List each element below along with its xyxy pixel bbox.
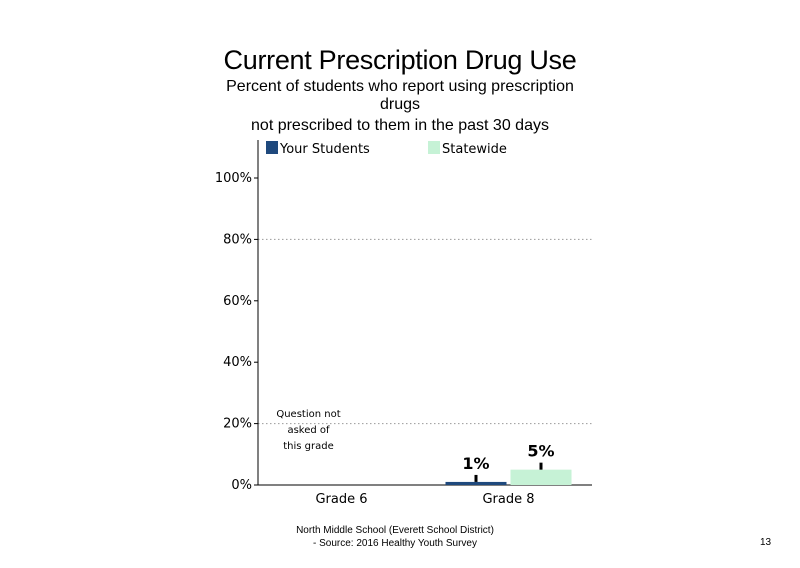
data-label-statewide-grade-8: 5%	[527, 442, 554, 461]
y-tick-label-40: 40%	[223, 355, 252, 370]
y-tick-label-80: 80%	[223, 232, 252, 247]
legend-swatch-your-students	[266, 141, 278, 154]
legend-label-statewide: Statewide	[442, 142, 507, 157]
error-bar-your-students-grade-8	[474, 474, 478, 482]
error-bar-statewide-grade-8	[539, 462, 543, 470]
y-tick-label-100: 100%	[215, 171, 252, 186]
annotation-line-1: Question not	[276, 409, 340, 420]
y-tick-label-0: 0%	[231, 478, 252, 493]
bar-your-students-grade-8	[445, 481, 507, 485]
annotation-line-2: asked of	[287, 425, 330, 436]
x-tick-label-grade-6: Grade 6	[315, 492, 367, 507]
page-number: 13	[760, 537, 772, 548]
legend-swatch-statewide	[428, 141, 440, 154]
chart-subtitle-line-1: Percent of students who report using pre…	[226, 78, 574, 95]
y-tick-label-60: 60%	[223, 294, 252, 309]
chart-title: Current Prescription Drug Use	[223, 45, 577, 75]
bar-statewide-grade-8	[510, 469, 572, 485]
data-label-your-students-grade-8: 1%	[462, 454, 489, 473]
footer: North Middle School (Everett School Dist…	[260, 524, 530, 550]
footer-source: - Source: 2016 Healthy Youth Survey	[313, 538, 477, 549]
y-tick-label-20: 20%	[223, 417, 252, 432]
x-tick-label-grade-8: Grade 8	[482, 492, 534, 507]
footer-school: North Middle School (Everett School Dist…	[296, 525, 494, 536]
legend-label-your-students: Your Students	[279, 142, 370, 157]
chart-subtitle-line-2: drugs	[379, 96, 421, 113]
annotation-line-3: this grade	[283, 441, 334, 452]
chart-subtitle-line-3: not prescribed to them in the past 30 da…	[251, 117, 549, 134]
